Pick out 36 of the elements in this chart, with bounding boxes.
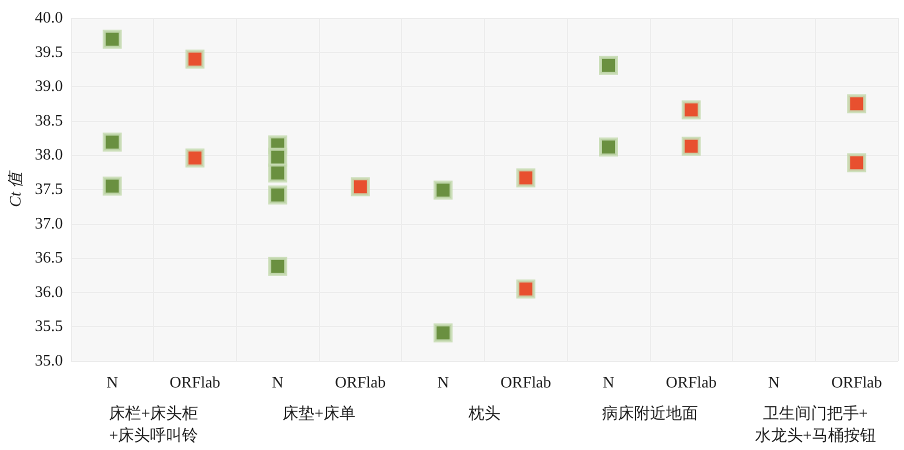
y-tick-label: 35.0 bbox=[34, 352, 63, 370]
point bbox=[682, 100, 701, 120]
y-tick-label: 35.5 bbox=[34, 318, 63, 336]
text: 床垫+床单 bbox=[282, 404, 356, 422]
point bbox=[185, 50, 204, 69]
x-tick-label: ORFlab bbox=[666, 374, 717, 392]
y-tick-label: 36.5 bbox=[34, 250, 63, 267]
x-tick-label: N bbox=[437, 374, 450, 392]
y-tick-label: 39.0 bbox=[34, 78, 63, 96]
x-tick-label: ORFlab bbox=[335, 374, 386, 392]
point bbox=[268, 185, 288, 204]
x-tick-label: N bbox=[768, 374, 780, 392]
y-tick-label: 36.0 bbox=[34, 284, 63, 301]
text: 床栏+床头柜 +床头呼叫铃 bbox=[109, 404, 198, 444]
y-tick-label: 38.5 bbox=[34, 112, 63, 130]
x-tick-label: N bbox=[602, 374, 615, 392]
text: 卫生间门把手+ 水龙头+马桶按钮 bbox=[754, 404, 876, 444]
point bbox=[268, 164, 288, 183]
point bbox=[102, 176, 122, 196]
y-tick-label: 39.5 bbox=[34, 44, 63, 61]
point bbox=[350, 177, 370, 196]
point bbox=[847, 94, 866, 114]
x-tick-label: ORFlab bbox=[831, 374, 882, 392]
point bbox=[268, 256, 288, 276]
text: 病床附近地面 bbox=[602, 404, 698, 422]
x-tick-label: N bbox=[106, 374, 118, 392]
x-tick-label: ORFlab bbox=[170, 374, 220, 392]
x-tick-label: N bbox=[272, 374, 284, 392]
y-tick-label: 37.5 bbox=[34, 181, 63, 198]
y-tick-label: 40.0 bbox=[34, 10, 63, 26]
x-tick-label: ORFlab bbox=[500, 374, 552, 392]
y-tick-label: 37.0 bbox=[34, 215, 63, 232]
y-tick-label: 38.0 bbox=[34, 146, 63, 164]
y-axis-title: Ct 值 bbox=[8, 170, 24, 208]
text: 枕头 bbox=[467, 404, 500, 422]
point bbox=[516, 168, 536, 188]
